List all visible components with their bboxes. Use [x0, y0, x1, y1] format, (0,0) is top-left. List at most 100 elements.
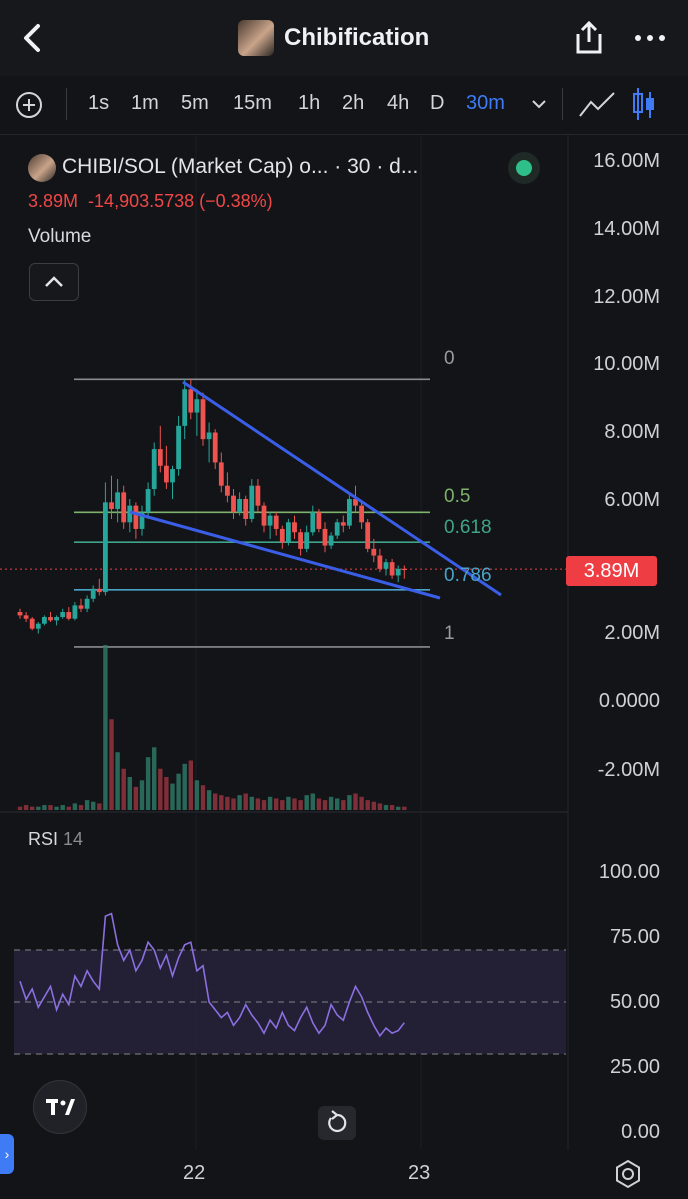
candle-body: [334, 522, 340, 536]
fib-label-0: 0: [444, 348, 455, 369]
volume-bar: [206, 790, 212, 810]
candlestick-icon[interactable]: [630, 86, 658, 124]
timeframe-15m[interactable]: 15m: [233, 92, 272, 114]
tradingview-logo[interactable]: [33, 1080, 87, 1134]
timeframe-4h[interactable]: 4h: [387, 92, 410, 114]
fib-label-0-786: 0.786: [444, 565, 492, 586]
timeframe-1h[interactable]: 1h: [298, 92, 321, 114]
price-axis-label: 2.00M: [604, 622, 660, 644]
volume-bar: [176, 773, 181, 810]
candle-body: [279, 528, 285, 543]
candle-body: [29, 618, 35, 629]
volume-bar: [66, 806, 71, 810]
volume-bar: [78, 805, 84, 810]
candle-body: [42, 617, 47, 624]
reset-icon: [328, 1110, 347, 1133]
line-chart-icon[interactable]: [578, 90, 616, 120]
candle-body: [200, 399, 206, 440]
price-axis-label: 0.0000: [598, 690, 660, 712]
symbol-title[interactable]: CHIBI/SOL (Market Cap) o... · 30 · d...: [62, 155, 419, 178]
volume-bar: [42, 805, 47, 810]
candle-body: [365, 522, 371, 549]
settings-icon[interactable]: [612, 1158, 644, 1190]
volume-bar: [200, 785, 206, 810]
volume-bar: [219, 795, 224, 810]
volume-bar: [365, 800, 370, 810]
volume-bar: [109, 719, 114, 810]
collapse-legend-button[interactable]: [29, 263, 79, 301]
volume-bar: [127, 777, 132, 810]
candle-body: [170, 469, 175, 483]
chart-canvas[interactable]: [0, 135, 688, 1199]
rsi-line: [19, 912, 405, 1038]
volume-bar: [243, 793, 248, 810]
candle-body: [206, 432, 212, 440]
side-panel-toggle[interactable]: ›: [0, 1134, 14, 1174]
volume-label: Volume: [28, 226, 92, 247]
candle-body: [359, 505, 364, 523]
price-axis-label: 12.00M: [593, 286, 660, 308]
rsi-label: RSI 14: [28, 829, 84, 849]
timeframe-30m[interactable]: 30m: [466, 92, 505, 114]
volume-bar: [213, 793, 218, 810]
last-value: 3.89M: [28, 191, 79, 211]
plus-circle-icon[interactable]: [14, 90, 44, 120]
volume-bar: [133, 786, 139, 810]
volume-bar: [17, 806, 23, 810]
volume-bar: [237, 795, 242, 810]
candle-body: [48, 617, 53, 621]
rsi-axis-label: 100.00: [598, 861, 660, 883]
chevron-down-icon[interactable]: [530, 98, 548, 112]
candle-body: [72, 605, 78, 619]
candle-body: [151, 449, 157, 490]
candle-body: [212, 432, 218, 463]
candle-body: [78, 605, 84, 609]
candle-body: [316, 512, 322, 529]
chevron-left-icon[interactable]: [16, 22, 48, 54]
candle-body: [292, 522, 297, 533]
volume-bar: [48, 805, 53, 810]
candle-body: [328, 535, 334, 546]
top-bar: [0, 0, 688, 76]
volume-bar: [341, 800, 346, 810]
volume-bar: [402, 806, 407, 810]
timeframe-1m[interactable]: 1m: [131, 92, 159, 114]
more-icon[interactable]: [632, 28, 668, 48]
volume-bar: [286, 796, 291, 810]
volume-bar: [267, 796, 273, 810]
timeframe-5m[interactable]: 5m: [181, 92, 209, 114]
volume-bar: [60, 805, 65, 810]
volume-bar: [158, 768, 163, 810]
candle-body: [383, 562, 389, 569]
volume-bar: [231, 798, 236, 810]
share-icon[interactable]: [572, 20, 606, 56]
candle-body: [96, 588, 102, 593]
x-axis-label: 22: [183, 1162, 206, 1184]
candle-body: [23, 615, 29, 619]
page-title: Chibification: [238, 18, 429, 58]
volume-bar: [194, 780, 200, 810]
candle-body: [218, 462, 224, 486]
volume-bar: [164, 777, 169, 810]
volume-bar: [84, 800, 90, 810]
timeframe-1s[interactable]: 1s: [88, 92, 110, 114]
candle-body: [243, 499, 249, 519]
candle-body: [273, 515, 279, 529]
volume-bar: [280, 800, 285, 810]
candle-body: [54, 617, 59, 621]
candle-body: [389, 562, 395, 576]
reset-chart-button[interactable]: [318, 1106, 356, 1140]
timeframe-2h[interactable]: 2h: [342, 92, 365, 114]
volume-bar: [371, 801, 376, 810]
volume-bar: [322, 800, 328, 810]
status-dot-icon: [508, 152, 540, 184]
wedge-upper-trendline: [182, 380, 502, 597]
candle-body: [121, 492, 127, 523]
candle-body: [60, 612, 66, 618]
price-axis-label: 6.00M: [604, 489, 660, 511]
timeframe-d[interactable]: D: [430, 92, 445, 114]
price-axis-label: -2.00M: [597, 759, 660, 781]
candle-body: [310, 512, 316, 533]
volume-bar: [383, 805, 389, 810]
candle-body: [157, 449, 163, 466]
